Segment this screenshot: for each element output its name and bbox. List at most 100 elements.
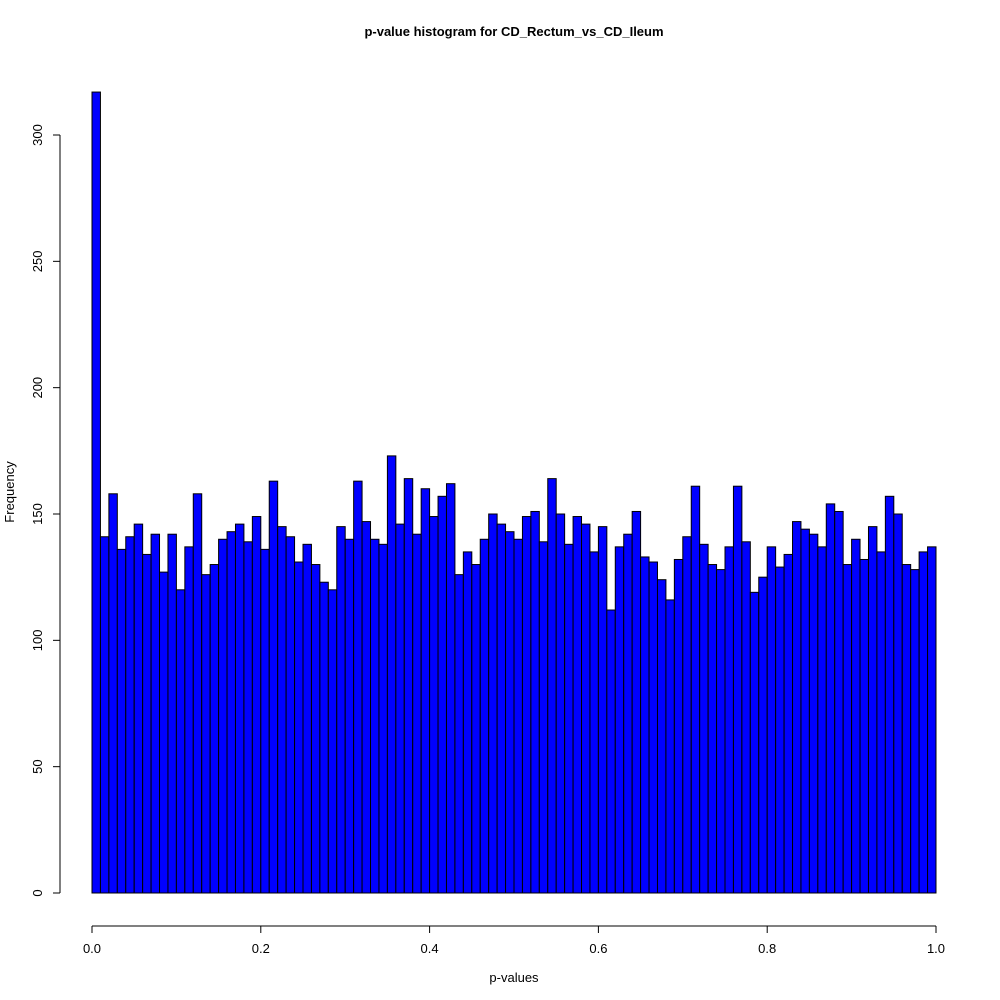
histogram-bar xyxy=(285,536,296,894)
x-axis-label: p-values xyxy=(489,970,539,985)
histogram-bar xyxy=(277,526,287,894)
histogram-bar xyxy=(665,599,675,894)
histogram-bar xyxy=(91,91,101,894)
histogram-bar xyxy=(462,551,473,894)
y-tick-label: 300 xyxy=(30,124,45,146)
histogram-bar xyxy=(116,548,127,894)
histogram-bar xyxy=(496,523,507,894)
histogram-bar xyxy=(319,581,329,894)
x-tick-label: 0.4 xyxy=(421,941,439,956)
histogram-bar xyxy=(530,510,540,894)
histogram-bar xyxy=(800,528,810,894)
histogram-bar xyxy=(884,495,895,894)
histogram-bar xyxy=(344,538,355,894)
histogram-bar xyxy=(218,538,228,894)
x-tick-label: 0.6 xyxy=(589,941,607,956)
x-tick-label: 0.0 xyxy=(83,941,101,956)
x-tick-label: 1.0 xyxy=(927,941,945,956)
chart-title: p-value histogram for CD_Rectum_vs_CD_Il… xyxy=(364,24,663,39)
histogram-bar xyxy=(243,541,253,894)
histogram-bar xyxy=(876,551,886,894)
x-axis: 0.0 0.2 0.4 0.6 0.8 1.0 xyxy=(83,925,945,956)
histogram-bar xyxy=(142,553,152,894)
x-tick-label: 0.2 xyxy=(252,941,270,956)
histogram-bar xyxy=(707,564,718,894)
histogram-bar xyxy=(310,564,321,894)
histogram-bar xyxy=(783,553,794,894)
histogram-bar xyxy=(209,564,220,894)
x-tick-label: 0.8 xyxy=(758,941,776,956)
histogram-bar xyxy=(893,513,903,894)
histogram-bar xyxy=(302,543,312,894)
histogram-bar xyxy=(682,536,692,894)
histogram-bar xyxy=(673,558,684,894)
y-tick-label: 0 xyxy=(30,889,45,896)
histogram-bar xyxy=(488,513,498,894)
histogram-bar xyxy=(555,513,566,894)
histogram-bar xyxy=(175,589,186,894)
histogram-bar xyxy=(648,561,658,894)
histogram-bar xyxy=(505,531,515,894)
histogram-bar xyxy=(353,480,363,894)
histogram-bar xyxy=(361,521,372,894)
y-tick-label: 250 xyxy=(30,250,45,272)
histogram-bar xyxy=(445,483,456,894)
histogram-bar xyxy=(834,510,844,894)
histogram-bar xyxy=(775,566,785,894)
histogram-bar xyxy=(640,556,650,894)
histogram-bar xyxy=(918,551,929,894)
histogram-bar xyxy=(251,516,262,894)
histogram-bar xyxy=(108,493,118,894)
histogram-bar xyxy=(597,526,608,894)
histogram-bar xyxy=(910,569,920,894)
histogram-bar xyxy=(327,589,338,894)
histogram-bar xyxy=(758,576,768,894)
histogram-bar xyxy=(234,523,245,894)
histogram-bar xyxy=(167,533,177,894)
histogram-bar xyxy=(825,503,836,894)
histogram-bar xyxy=(201,574,211,894)
histogram-bar xyxy=(716,569,726,894)
histogram-bar xyxy=(386,455,397,894)
histogram-bar xyxy=(614,546,625,894)
histogram-bar xyxy=(294,561,304,894)
histogram-bar xyxy=(699,543,709,894)
histogram-bar xyxy=(370,538,380,894)
histogram-bar xyxy=(901,564,912,894)
histogram-bar xyxy=(471,564,481,894)
y-axis-label: Frequency xyxy=(2,461,17,523)
histogram-bar xyxy=(766,546,777,894)
histogram-bar xyxy=(184,546,194,894)
histogram-bar xyxy=(547,478,557,894)
histogram-bar xyxy=(159,571,169,894)
histogram-bar xyxy=(690,485,701,894)
histogram-bar xyxy=(429,516,439,894)
histogram-bar xyxy=(792,521,802,894)
bars-group xyxy=(91,91,937,894)
histogram-bar xyxy=(479,538,490,894)
histogram-bar xyxy=(851,538,861,894)
histogram-bar xyxy=(623,533,633,894)
histogram-bar xyxy=(817,546,827,894)
histogram-bar xyxy=(420,488,431,894)
histogram-bar xyxy=(521,516,532,894)
histogram-bar xyxy=(403,478,414,894)
y-tick-label: 50 xyxy=(30,759,45,773)
histogram-bar xyxy=(741,541,751,894)
y-tick-label: 100 xyxy=(30,629,45,651)
histogram-bar xyxy=(631,510,642,894)
histogram-bar xyxy=(538,541,549,894)
histogram-bar xyxy=(268,480,279,894)
histogram-bar xyxy=(724,546,734,894)
histogram-bar xyxy=(437,495,447,894)
histogram-bar xyxy=(378,543,388,894)
histogram-bar xyxy=(336,526,346,894)
histogram-bar xyxy=(656,579,667,894)
histogram-bar xyxy=(808,533,819,894)
histogram-bar xyxy=(133,523,144,894)
y-axis: 0 50 100 150 200 250 300 xyxy=(30,124,61,897)
histogram-bar xyxy=(412,533,422,894)
histogram-bar xyxy=(581,523,591,894)
histogram-bar xyxy=(732,485,743,894)
